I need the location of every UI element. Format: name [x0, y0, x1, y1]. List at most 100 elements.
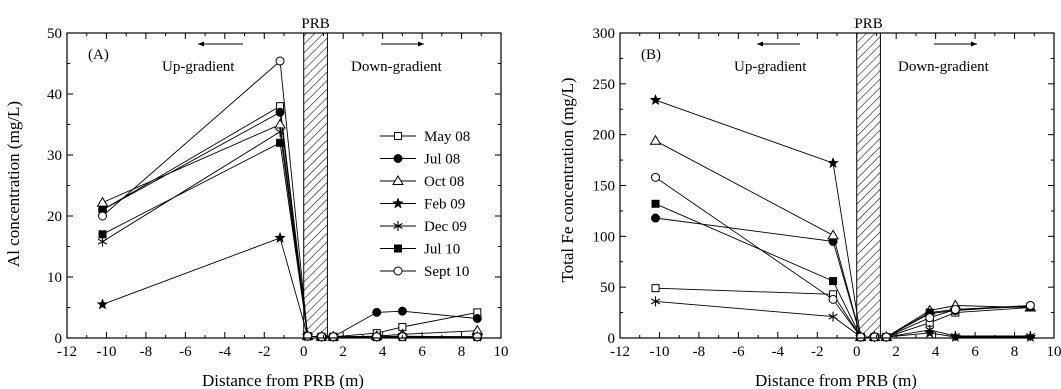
panel-a-y-tick-label: 40: [47, 87, 62, 103]
downgradient-arrow-icon: [381, 41, 424, 47]
panel-b-x-tick-label: 6: [971, 344, 979, 360]
legend-label: Feb 09: [424, 197, 465, 213]
panel-a-data-point: [276, 138, 285, 147]
downgradient-arrow-icon: [934, 41, 977, 47]
panel-b-x-tick-label: -10: [649, 344, 669, 360]
legend-label: Jul 08: [424, 152, 460, 168]
legend-label: Oct 08: [424, 174, 464, 190]
panel-b-data-point: [651, 199, 660, 208]
panel-b-data-point: [950, 305, 960, 315]
panel-b-x-axis-label: Distance from PRB (m): [755, 371, 917, 389]
panel-a-data-point: [472, 332, 482, 342]
legend-item: Jul 08: [380, 152, 460, 168]
panel-b-x-tick-label: 4: [932, 344, 940, 360]
panel-a-prb-label: PRB: [301, 16, 329, 32]
panel-b-y-tick-label: 50: [600, 280, 615, 296]
panel-b-data-point: [827, 156, 839, 169]
panel-a-y-tick-label: 50: [47, 26, 62, 42]
panel-a-y-tick-label: 20: [47, 209, 62, 225]
upgradient-arrow-icon: [198, 41, 243, 47]
panel-b-data-point: [869, 332, 879, 342]
panel-b-data-point: [925, 313, 935, 323]
legend-marker: [394, 132, 402, 140]
panel-a-plot-area: PRB -12 -10 -8 -6 -4 -2 0 2 4 6 8 10 0 10 20 30 40 50: [47, 16, 509, 360]
panel-a-downgradient-label: Down-gradient: [351, 59, 443, 75]
panel-b-prb-label: PRB: [854, 16, 882, 32]
panel-a-data-point: [275, 56, 285, 66]
panel-a-upgradient-label: Up-gradient: [162, 59, 235, 75]
panel-a-y-axis-label: Al concentration (mg/L): [4, 101, 23, 267]
legend-item: May 08: [380, 129, 470, 145]
panel-b-series-line: [655, 300, 1031, 338]
legend-marker: [392, 197, 404, 209]
legend-marker: [392, 175, 404, 185]
panel-a-y-tick-label: 0: [55, 331, 63, 347]
panel-b-data-point: [651, 213, 661, 223]
panel-a-data-point: [472, 313, 482, 323]
panel-b-x-tick-label: -4: [772, 344, 785, 360]
panel-b-y-tick-label: 200: [593, 128, 616, 144]
panel-b-prb-barrier: [856, 32, 881, 339]
panel-b-x-tick-label: 0: [853, 344, 861, 360]
panel-b-x-tick-label: -6: [732, 344, 745, 360]
panel-b-series-feb-09: [649, 93, 1037, 343]
panel-a-data-point: [303, 331, 313, 341]
panel-b-x-tick-label: -2: [811, 344, 824, 360]
panel-a-x-tick-label: -2: [258, 344, 271, 360]
panel-a-x-tick-label: 6: [418, 344, 426, 360]
legend-label: Dec 09: [424, 219, 467, 235]
panel-a-series-line: [102, 111, 478, 338]
panel-b-series-line: [655, 177, 1031, 338]
legend: May 08 Jul 08 Oct 08 Feb 09 Dec 09 Jul 10 Sept…: [380, 129, 470, 280]
panel-a-data-point: [397, 306, 407, 316]
panel-b-data-point: [829, 277, 838, 286]
panel-a-series-line: [102, 237, 478, 338]
panel-b-series-dec-09: [650, 296, 1035, 342]
panel-a-data-point: [275, 107, 285, 117]
panel-a-data-point: [274, 118, 286, 129]
panel-a-x-tick-label: 8: [458, 344, 466, 360]
panel-a-data-point: [96, 196, 109, 207]
legend-label: Jul 10: [424, 242, 460, 258]
legend-item: Dec 09: [380, 219, 467, 235]
panel-a-prb-barrier: [303, 32, 328, 339]
panel-a-data-point: [274, 231, 286, 243]
panel-a-y-tick-label: 10: [47, 270, 62, 286]
legend-label: Sept 10: [424, 264, 469, 280]
panel-b-series-line: [655, 217, 1031, 338]
panel-b-x-tick-label: -8: [693, 344, 706, 360]
legend-item: Jul 10: [380, 242, 460, 258]
panel-b-data-point: [650, 296, 661, 307]
panel-a-x-tick-label: 10: [494, 344, 509, 360]
upgradient-arrow-icon: [757, 41, 800, 47]
panel-b: PRB-12 -10 -8 -6 -4 -2 0 2 4 6 8 100501001502002503…: [558, 16, 1061, 389]
panel-a-x-tick-label: -10: [96, 344, 116, 360]
panel-b-data-point: [856, 332, 866, 342]
panel-a-x-tick-label: -6: [179, 344, 192, 360]
panel-a-x-tick-label: 2: [339, 344, 347, 360]
legend-marker: [394, 244, 402, 253]
legend-item: Sept 10: [380, 264, 469, 280]
panel-b-downgradient-label: Down-gradient: [898, 59, 990, 75]
panel-a-series-sept-10: [98, 56, 482, 342]
panel-b-series-jul-08: [651, 213, 1035, 342]
panel-b-y-tick-label: 100: [593, 229, 616, 245]
legend-marker: [393, 221, 403, 231]
panel-b-data-point: [651, 284, 660, 293]
panel-a-label: (A): [88, 47, 109, 63]
panel-b-plot-area: PRB-12 -10 -8 -6 -4 -2 0 2 4 6 8 100501001502002503…: [593, 16, 1061, 360]
panel-a-data-point: [98, 211, 108, 221]
panel-b-data-point: [925, 324, 935, 335]
panel-b-data-point: [828, 294, 838, 304]
legend-item: Feb 09: [380, 197, 465, 213]
panel-b-x-tick-label: 8: [1011, 344, 1019, 360]
panel-a-x-tick-label: -12: [57, 344, 77, 360]
panel-b-y-tick-label: 150: [593, 179, 616, 195]
panel-b-x-tick-label: -12: [610, 344, 630, 360]
panel-a-series-line: [102, 105, 478, 338]
panel-b-upgradient-label: Up-gradient: [734, 59, 807, 75]
panel-a-data-point: [96, 298, 109, 310]
panel-b-series-sept-10: [651, 172, 1035, 342]
panel-b-data-point: [649, 134, 662, 145]
